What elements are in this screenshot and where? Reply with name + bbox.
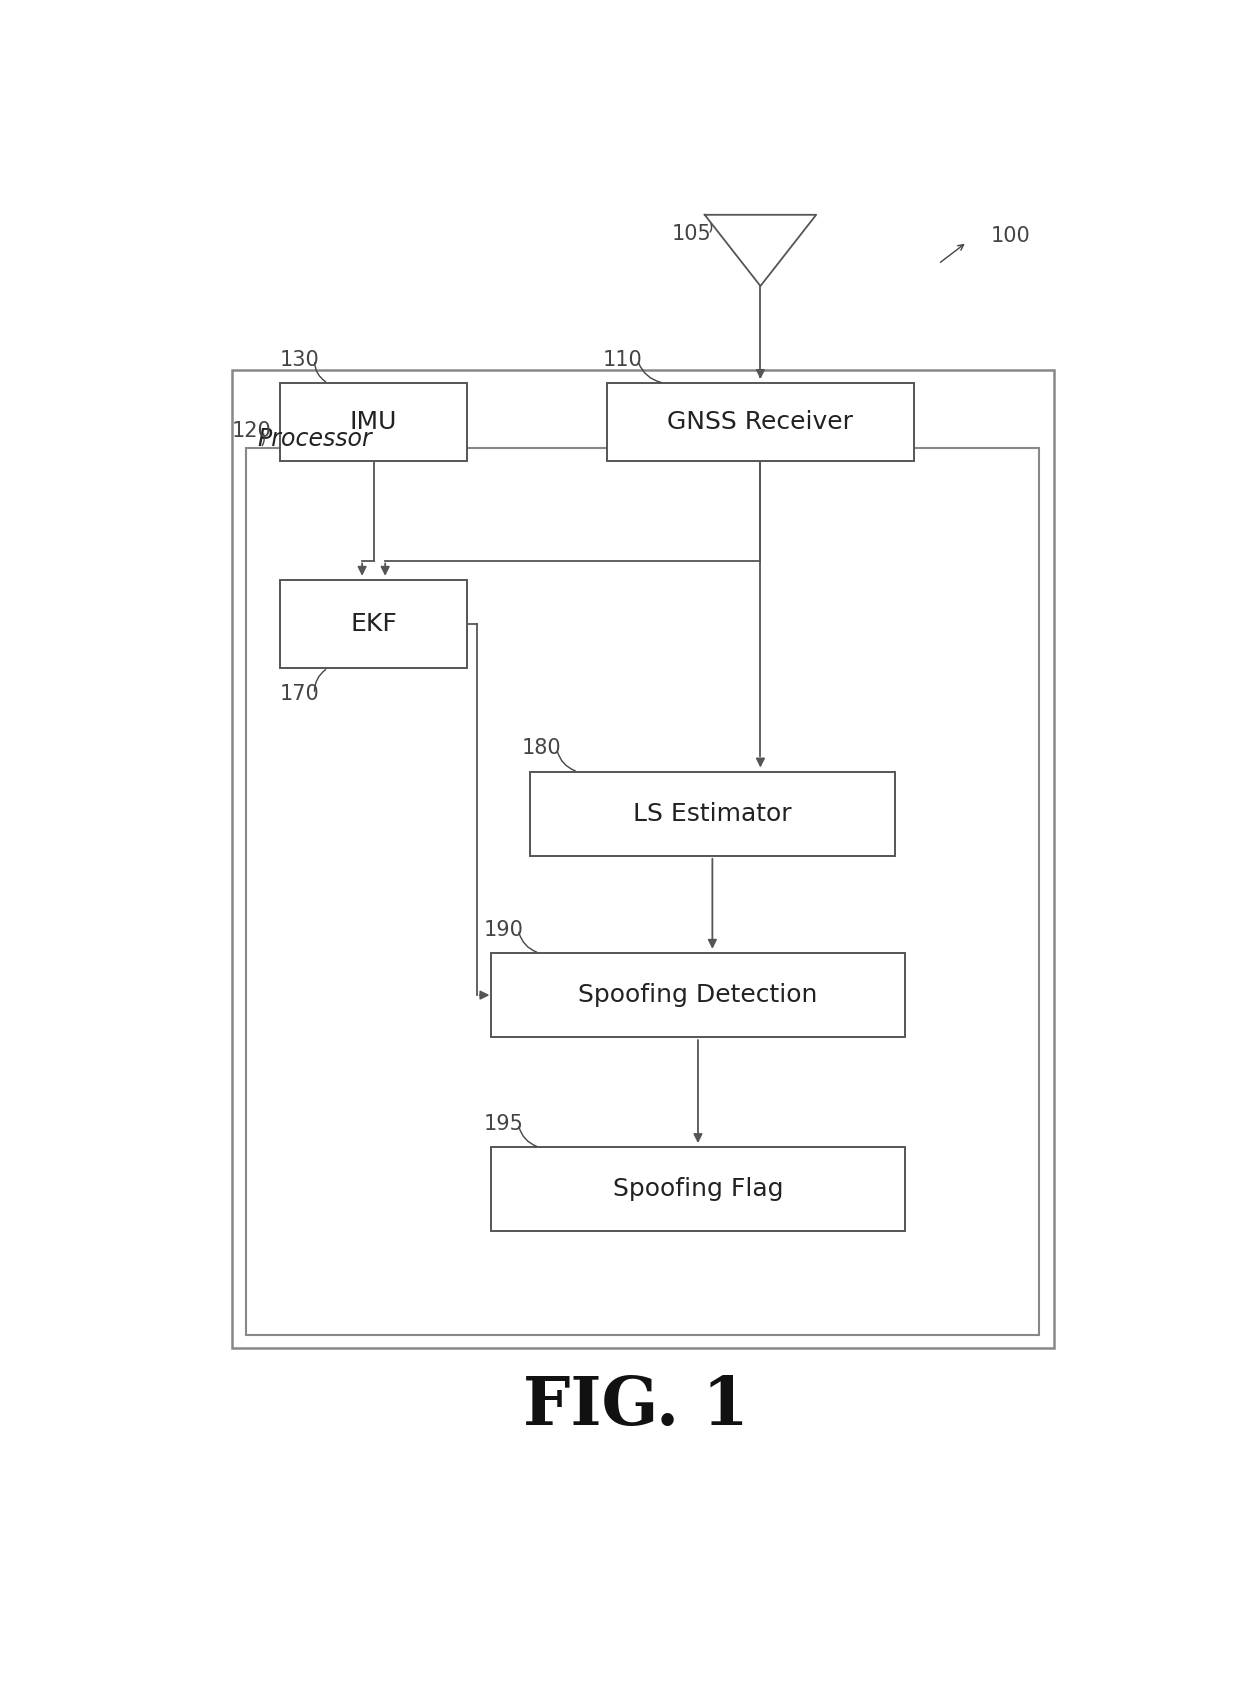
Text: 100: 100 — [991, 225, 1030, 246]
Text: GNSS Receiver: GNSS Receiver — [667, 410, 853, 434]
Bar — [280, 580, 467, 668]
Text: 105: 105 — [672, 224, 712, 244]
Text: IMU: IMU — [350, 410, 397, 434]
Text: 190: 190 — [484, 920, 523, 940]
Text: 130: 130 — [280, 350, 320, 370]
Bar — [247, 447, 1039, 1336]
Text: 110: 110 — [603, 350, 642, 370]
Text: 120: 120 — [232, 420, 272, 441]
Bar — [491, 1147, 905, 1231]
Bar — [529, 772, 895, 856]
Text: 180: 180 — [522, 738, 562, 759]
Text: Spoofing Detection: Spoofing Detection — [578, 982, 817, 1008]
Bar — [232, 370, 1054, 1347]
Text: EKF: EKF — [350, 612, 397, 636]
Bar — [606, 383, 914, 461]
Text: Processor: Processor — [258, 427, 372, 451]
Text: Spoofing Flag: Spoofing Flag — [613, 1177, 784, 1201]
Bar — [280, 383, 467, 461]
Text: 170: 170 — [280, 685, 320, 705]
Text: LS Estimator: LS Estimator — [634, 802, 791, 826]
Text: FIG. 1: FIG. 1 — [522, 1374, 749, 1438]
Text: 195: 195 — [484, 1113, 523, 1134]
Bar — [491, 954, 905, 1038]
